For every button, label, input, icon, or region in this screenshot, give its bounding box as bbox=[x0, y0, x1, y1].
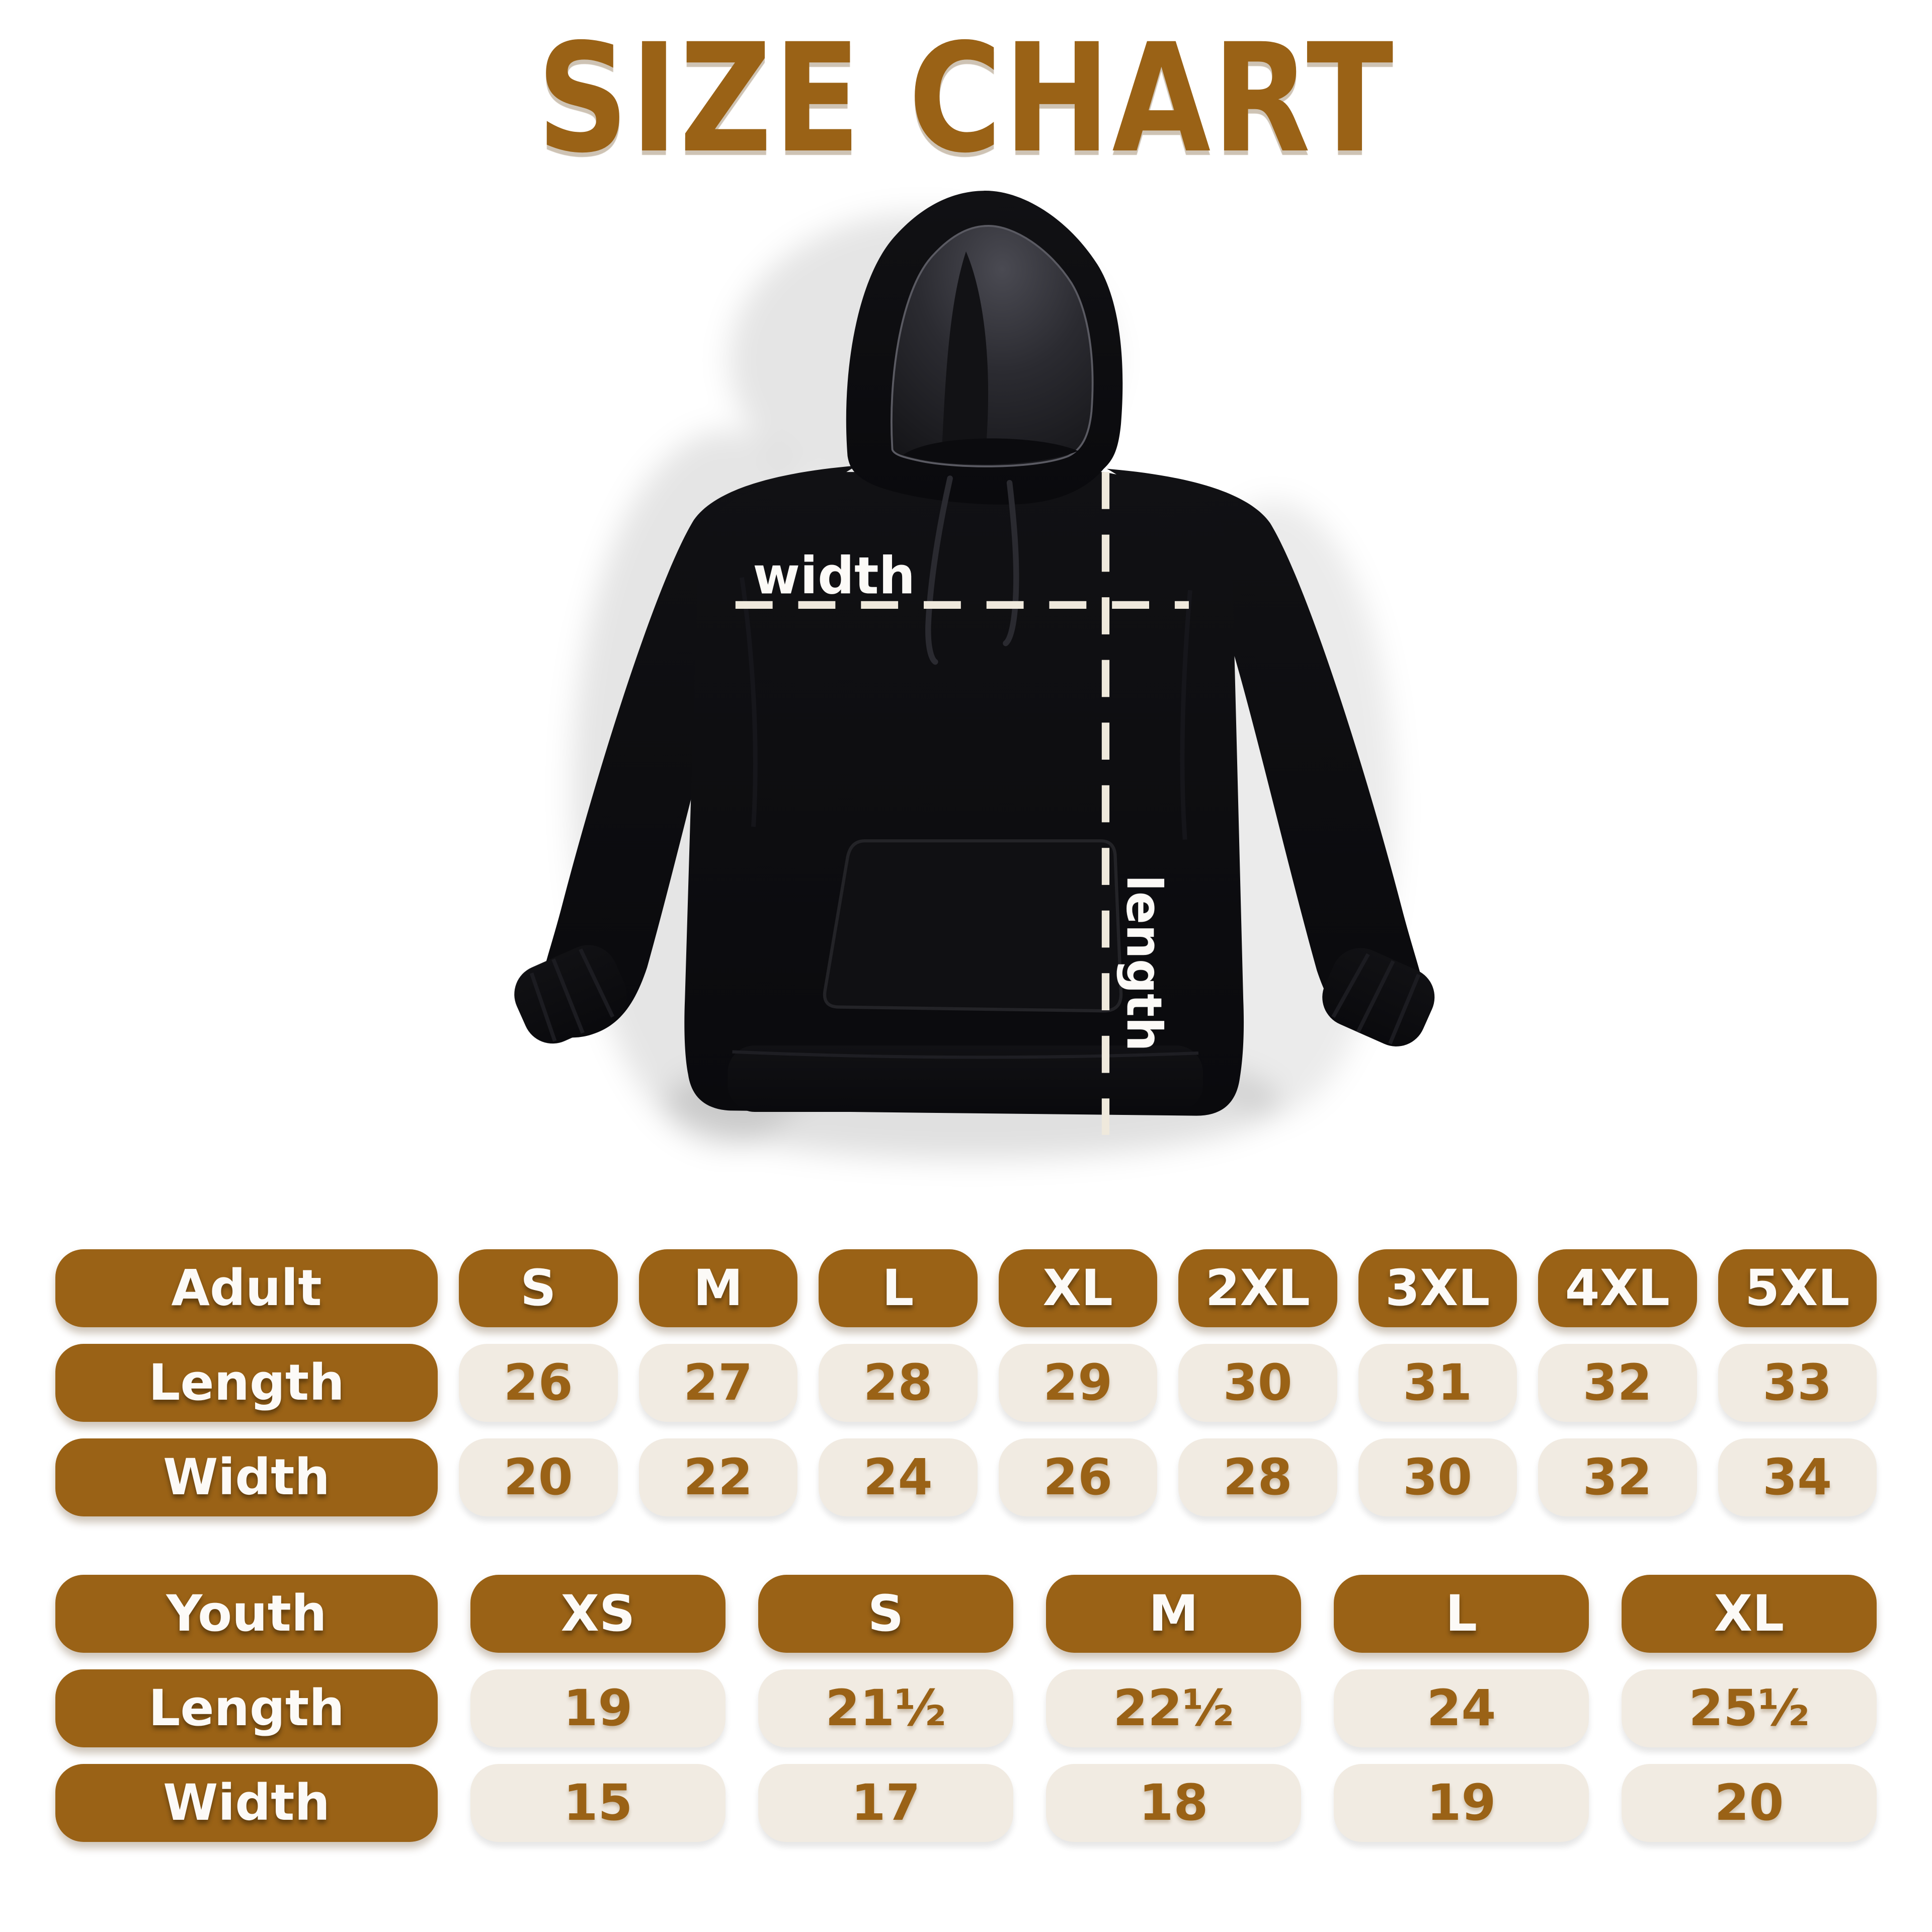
row-label: Length bbox=[55, 1344, 438, 1422]
size-value-cell: 22 bbox=[638, 1438, 797, 1516]
size-header-cell: 4XL bbox=[1538, 1249, 1697, 1327]
size-value-cell: 17 bbox=[758, 1764, 1013, 1842]
row-label: Width bbox=[55, 1764, 438, 1842]
size-value-cell: 33 bbox=[1718, 1344, 1877, 1422]
size-value-cell: 34 bbox=[1718, 1438, 1877, 1516]
size-header-cell: 3XL bbox=[1358, 1249, 1517, 1327]
youth-header-row: Youth XS S M L XL bbox=[55, 1575, 1877, 1653]
size-header-cell: L bbox=[819, 1249, 978, 1327]
size-header-cell: M bbox=[1046, 1575, 1301, 1653]
size-value-cell: 20 bbox=[459, 1438, 618, 1516]
size-value-cell: 18 bbox=[1046, 1764, 1301, 1842]
size-value-cell: 24 bbox=[1334, 1669, 1589, 1747]
width-label: width bbox=[753, 546, 915, 606]
size-value-cell: 20 bbox=[1622, 1764, 1877, 1842]
youth-size-table: Youth XS S M L XL Length 19 21½ 22½ 24 25½ Width 15 17… bbox=[55, 1575, 1877, 1859]
row-label: Width bbox=[55, 1438, 438, 1516]
drawstrings bbox=[925, 475, 1019, 665]
adult-size-table: Adult S M L XL 2XL 3XL 4XL 5XL Length 26 27 28 29 30 31… bbox=[55, 1249, 1877, 1533]
hoodie-image: width length bbox=[514, 191, 1435, 1159]
size-value-cell: 31 bbox=[1358, 1344, 1517, 1422]
hood-inner-fold bbox=[941, 251, 989, 461]
size-header-cell: S bbox=[459, 1249, 618, 1327]
size-header-cell: M bbox=[638, 1249, 797, 1327]
size-value-cell: 28 bbox=[1178, 1438, 1337, 1516]
adult-header-row: Adult S M L XL 2XL 3XL 4XL 5XL bbox=[55, 1249, 1877, 1327]
hem-band bbox=[728, 1045, 1203, 1112]
size-header-cell: L bbox=[1334, 1575, 1589, 1653]
adult-length-row: Length 26 27 28 29 30 31 32 33 bbox=[55, 1344, 1877, 1422]
size-value-cell: 32 bbox=[1538, 1438, 1697, 1516]
hood-lining bbox=[891, 225, 1094, 467]
adult-table-label: Adult bbox=[55, 1249, 438, 1327]
size-header-cell: 5XL bbox=[1718, 1249, 1877, 1327]
size-header-cell: 2XL bbox=[1178, 1249, 1337, 1327]
size-value-cell: 28 bbox=[819, 1344, 978, 1422]
size-value-cell: 32 bbox=[1538, 1344, 1697, 1422]
adult-width-row: Width 20 22 24 26 28 30 32 34 bbox=[55, 1438, 1877, 1516]
size-value-cell: 21½ bbox=[758, 1669, 1013, 1747]
size-value-cell: 22½ bbox=[1046, 1669, 1301, 1747]
size-value-cell: 15 bbox=[470, 1764, 726, 1842]
size-header-cell: XL bbox=[998, 1249, 1157, 1327]
size-value-cell: 27 bbox=[638, 1344, 797, 1422]
page-title: SIZE CHART bbox=[537, 12, 1395, 186]
size-header-cell: S bbox=[758, 1575, 1013, 1653]
size-value-cell: 29 bbox=[998, 1344, 1157, 1422]
kangaroo-pocket bbox=[823, 839, 1123, 1013]
hood-opening-shadow bbox=[903, 438, 1078, 465]
size-value-cell: 25½ bbox=[1622, 1669, 1877, 1747]
size-value-cell: 19 bbox=[1334, 1764, 1589, 1842]
row-label: Length bbox=[55, 1669, 438, 1747]
fabric-folds bbox=[740, 577, 1192, 840]
youth-length-row: Length 19 21½ 22½ 24 25½ bbox=[55, 1669, 1877, 1747]
youth-table-label: Youth bbox=[55, 1575, 438, 1653]
right-sleeve bbox=[1107, 468, 1428, 1041]
size-value-cell: 19 bbox=[470, 1669, 726, 1747]
size-header-cell: XS bbox=[470, 1575, 726, 1653]
youth-width-row: Width 15 17 18 19 20 bbox=[55, 1764, 1877, 1842]
hem-seam bbox=[732, 1050, 1199, 1059]
size-value-cell: 30 bbox=[1178, 1344, 1337, 1422]
size-header-cell: XL bbox=[1622, 1575, 1877, 1653]
hoodie-figure: width length bbox=[473, 181, 1459, 1268]
size-value-cell: 26 bbox=[459, 1344, 618, 1422]
left-cuff bbox=[514, 945, 627, 1044]
right-cuff bbox=[1322, 948, 1435, 1046]
size-value-cell: 30 bbox=[1358, 1438, 1517, 1516]
size-value-cell: 24 bbox=[819, 1438, 978, 1516]
size-value-cell: 26 bbox=[998, 1438, 1157, 1516]
length-label: length bbox=[1116, 875, 1173, 1052]
